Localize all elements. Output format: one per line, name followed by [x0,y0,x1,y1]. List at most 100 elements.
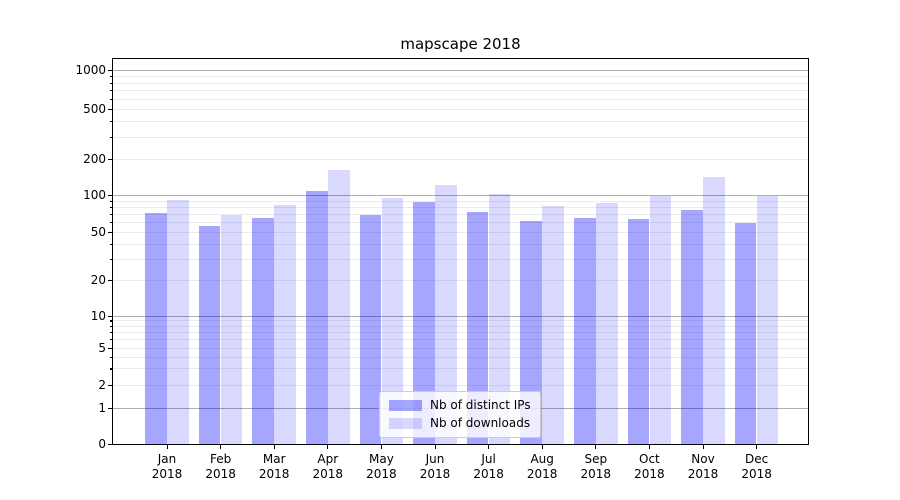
month-label: Aug [530,452,554,466]
year-label: 2018 [312,467,344,481]
y-tick-label: 50 [90,225,106,239]
y-tick-label: 2 [98,378,106,392]
x-tick-mark [327,445,329,449]
x-tick-label: Nov 2018 [673,452,733,482]
bar-downloads-oct [649,196,672,444]
y-tick-mark [108,109,113,111]
bar-downloads-jun [435,184,457,444]
year-label: 2018 [151,467,183,481]
year-label: 2018 [366,467,397,481]
x-tick-label: Jul 2018 [459,452,519,482]
y-minor-tick-mark [110,98,113,100]
gridline-minor [113,232,808,233]
x-tick-label: May 2018 [351,452,411,482]
year-label: 2018 [580,467,612,481]
year-label: 2018 [634,467,665,481]
legend-entry-distinct-ips: Nb of distinct IPs [389,398,531,413]
month-label: Jan [157,452,177,466]
bar-distinct-ips-may [359,214,382,444]
month-label: Mar [262,452,286,466]
year-label: 2018 [526,467,558,481]
y-minor-tick-mark [110,82,113,84]
bar-distinct-ips-mar [252,217,274,444]
gridline-minor [113,136,808,138]
year-label: 2018 [741,467,772,481]
y-minor-tick-mark [110,258,113,260]
bar-distinct-ips-nov [681,210,703,444]
y-tick-mark [108,70,113,72]
bar-distinct-ips-feb [198,225,221,444]
gridline-minor [113,82,808,84]
gridline-minor [113,159,808,160]
y-tick-label: 10 [90,308,106,323]
x-tick-mark [648,445,651,449]
y-minor-tick-mark [110,206,113,209]
year-label: 2018 [473,467,504,481]
y-minor-tick-mark [110,90,113,92]
y-minor-tick-mark [110,136,113,139]
bar-distinct-ips-jan [145,213,167,444]
year-label: 2018 [419,467,451,481]
y-minor-tick-mark [110,121,113,123]
legend-swatch-distinct-ips [389,400,422,411]
chart-title: mapscape 2018 [400,35,521,53]
year-label: 2018 [687,467,719,481]
x-tick-mark [273,445,275,449]
x-tick-mark [756,445,758,449]
gridline-minor [113,243,808,245]
y-tick-mark [108,315,113,317]
legend-label-distinct-ips: Nb of distinct IPs [430,398,531,412]
gridline-minor [113,368,808,370]
legend-label-downloads: Nb of downloads [430,416,531,430]
x-tick-mark [488,445,490,449]
bar-downloads-dec [756,195,779,444]
y-minor-tick-mark [110,222,113,224]
x-tick-mark [434,445,436,449]
gridline-minor [113,214,808,216]
x-tick-mark [541,445,543,449]
y-tick-label: 100 [83,188,106,202]
month-label: Apr [317,452,339,466]
y-minor-tick-mark [110,243,113,245]
gridline-minor [113,320,808,322]
bar-downloads-aug [542,206,564,444]
gridline-major [113,195,808,196]
x-tick-label: Sep 2018 [566,452,626,482]
y-tick-mark [108,407,113,409]
gridline-minor [113,280,808,281]
plot-area [112,58,809,445]
x-tick-label: Feb 2018 [191,452,251,482]
y-tick-mark [108,195,113,197]
y-tick-label: 1000 [75,63,106,77]
y-tick-label: 1 [98,400,106,415]
gridline-minor [113,385,808,386]
y-tick-label: 5 [98,340,106,355]
y-tick-mark [108,443,113,445]
gridline-minor [113,98,808,100]
legend-entry-downloads: Nb of downloads [389,416,531,431]
bar-downloads-apr [328,170,350,444]
gridline-minor [113,339,808,341]
x-tick-label: Oct 2018 [619,452,679,482]
x-tick-label: Jan 2018 [137,452,197,482]
y-tick-label: 500 [83,102,106,116]
y-minor-tick-mark [110,320,113,322]
month-label: Jul [481,452,496,466]
bar-downloads-jul [488,193,511,444]
month-label: May [368,452,394,466]
y-minor-tick-mark [110,325,113,327]
y-tick-mark [108,232,113,234]
bar-downloads-sep [596,202,618,444]
x-tick-label: Dec 2018 [727,452,787,482]
gridline-minor [113,325,808,327]
month-label: Nov [691,452,715,466]
gridline-minor [113,258,808,260]
y-tick-mark [108,280,113,282]
month-label: Feb [209,452,232,466]
legend: Nb of distinct IPs Nb of downloads [379,391,541,438]
x-tick-label: Apr 2018 [298,452,358,482]
bar-downloads-feb [220,214,243,444]
gridline-minor [113,109,808,110]
bar-distinct-ips-apr [306,190,328,444]
bar-downloads-mar [274,205,296,444]
